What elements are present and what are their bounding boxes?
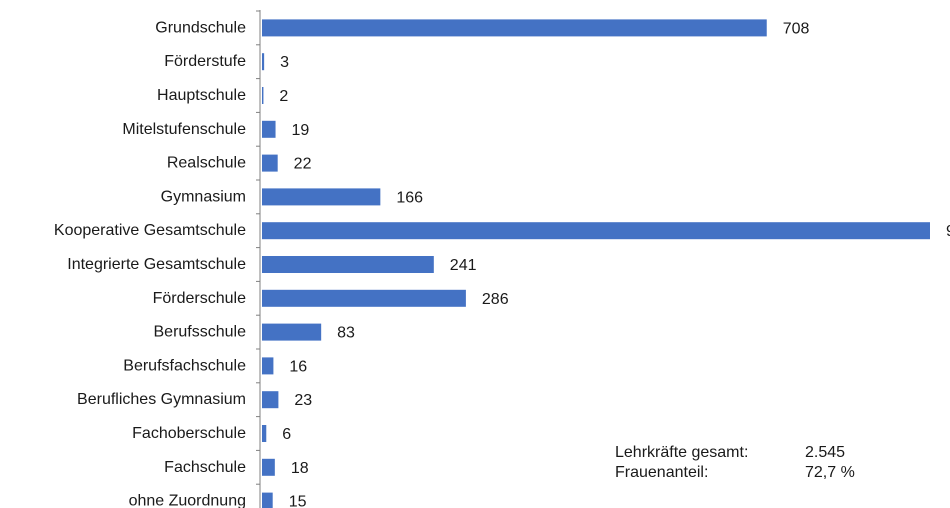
- data-label: 18: [291, 460, 309, 477]
- category-label: Integrierte Gesamtschule: [67, 256, 246, 273]
- data-label: 3: [280, 54, 289, 71]
- bar: [262, 120, 276, 138]
- bar: [262, 222, 930, 240]
- data-label: 708: [783, 20, 810, 37]
- data-label: 22: [294, 156, 312, 173]
- summary-women-row: Frauenanteil: 72,7 %: [615, 463, 855, 483]
- data-label: 19: [292, 122, 310, 139]
- bar: [262, 391, 279, 409]
- data-label: 937: [946, 223, 950, 240]
- bar: [262, 289, 466, 307]
- total-teachers-label: Lehrkräfte gesamt:: [615, 444, 749, 461]
- category-label: ohne Zuordnung: [129, 493, 246, 508]
- category-label: Fachschule: [164, 459, 246, 476]
- category-label: Realschule: [167, 155, 246, 172]
- data-label: 83: [337, 325, 355, 342]
- bar: [262, 188, 381, 206]
- category-label: Berufliches Gymnasium: [77, 391, 246, 408]
- data-label: 2: [279, 88, 288, 105]
- bar: [262, 154, 278, 172]
- bar: [262, 458, 275, 476]
- category-label: Förderschule: [153, 290, 246, 307]
- category-label: Gymnasium: [161, 188, 246, 205]
- bar: [262, 357, 274, 375]
- women-share-value: 72,7 %: [805, 464, 855, 481]
- bar: [262, 256, 434, 273]
- data-label: 16: [289, 358, 307, 375]
- data-label: 15: [289, 494, 307, 508]
- data-label: 166: [396, 189, 423, 206]
- women-share-label: Frauenanteil:: [615, 464, 709, 481]
- bar: [262, 492, 273, 508]
- data-label: 23: [294, 392, 312, 409]
- category-label: Berufsschule: [154, 324, 247, 341]
- total-teachers-value: 2.545: [805, 444, 846, 461]
- bar: [262, 425, 267, 442]
- summary-box: Lehrkräfte gesamt: 2.545 Frauenanteil: 7…: [615, 443, 855, 483]
- bar: [262, 53, 265, 71]
- category-label: Fachoberschule: [132, 425, 246, 442]
- data-label: 6: [282, 426, 291, 443]
- category-label: Grundschule: [155, 19, 246, 36]
- category-label: Kooperative Gesamtschule: [54, 222, 246, 239]
- category-label: Berufsfachschule: [123, 357, 246, 374]
- summary-total-row: Lehrkräfte gesamt: 2.545: [615, 443, 855, 463]
- data-label: 241: [450, 257, 477, 274]
- bar: [262, 87, 264, 104]
- category-label: Förderstufe: [164, 53, 246, 70]
- data-label: 286: [482, 291, 509, 308]
- category-label: Hauptschule: [157, 87, 246, 104]
- category-label: Mitelstufenschule: [122, 121, 246, 138]
- bar: [262, 19, 767, 37]
- bar: [262, 323, 322, 341]
